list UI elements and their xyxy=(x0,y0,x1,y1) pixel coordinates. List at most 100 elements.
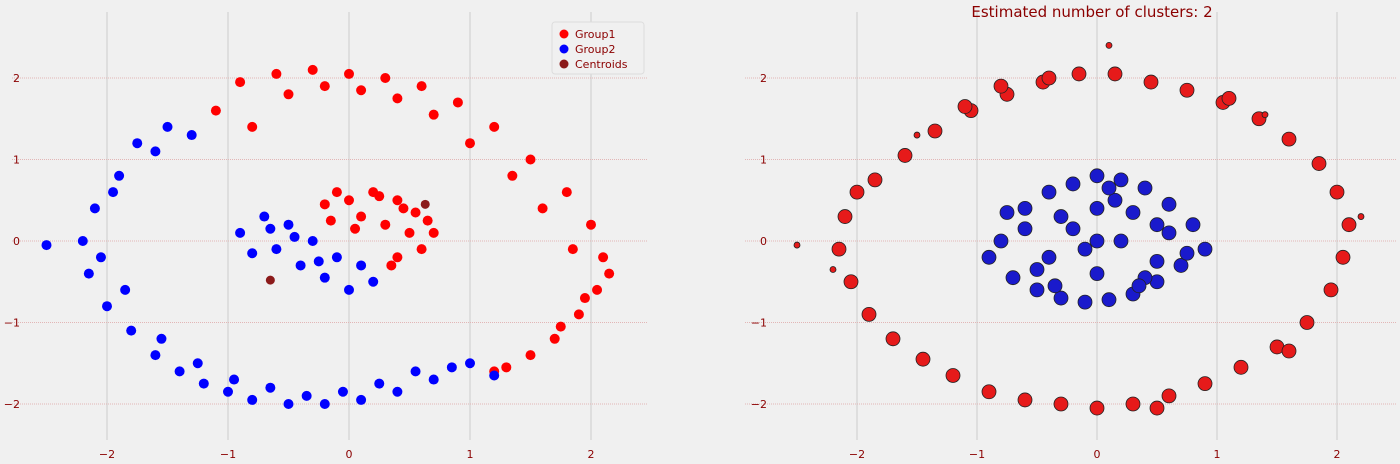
legend-marker xyxy=(559,29,569,39)
group2-point xyxy=(162,121,173,132)
group2-point xyxy=(410,366,421,377)
group2-point xyxy=(295,260,306,271)
y-tick-label: 1 xyxy=(13,154,20,167)
group2-point xyxy=(89,203,100,214)
cluster-1-point xyxy=(1341,217,1357,233)
cluster-1-point xyxy=(1221,90,1237,106)
cluster-2-point xyxy=(1101,292,1117,308)
group1-point xyxy=(465,138,475,149)
group1-point xyxy=(380,73,391,83)
cluster-1-point xyxy=(1233,359,1249,375)
cluster-2-point xyxy=(1017,221,1033,237)
x-tick-label: 1 xyxy=(467,448,474,461)
group1-point xyxy=(380,219,391,230)
cluster-2-point xyxy=(1101,180,1117,196)
group2-point xyxy=(392,386,403,397)
cluster-2-point xyxy=(1161,225,1177,241)
y-tick-label: 1 xyxy=(760,154,767,167)
group1-point xyxy=(319,81,330,92)
cluster-1-point xyxy=(1261,111,1269,119)
group2-point xyxy=(247,394,258,405)
cluster-1-point xyxy=(793,241,801,249)
group1-point xyxy=(428,227,439,238)
group1-point xyxy=(573,309,584,320)
cluster-1-point xyxy=(1311,156,1327,171)
cluster-2-point xyxy=(1041,249,1057,265)
group2-point xyxy=(83,268,94,279)
cluster-1-point xyxy=(1053,396,1069,412)
cluster-2-point xyxy=(1161,196,1177,212)
group1-point xyxy=(210,105,221,116)
y-tick-label: 0 xyxy=(760,235,767,248)
group2-point xyxy=(95,252,106,263)
cluster-2-point xyxy=(1029,262,1045,277)
cluster-1-point xyxy=(1071,66,1087,82)
cluster-1-point xyxy=(1281,343,1297,359)
group2-point xyxy=(102,301,112,312)
group1-point xyxy=(555,321,566,332)
chart-panel-1: −2 −1 0 1 2 −2 −1 0 1 2 xyxy=(4,12,648,461)
cluster-1-point xyxy=(1149,400,1165,416)
cluster-1-point xyxy=(885,331,901,347)
group2-point xyxy=(223,386,233,397)
group1-point xyxy=(374,191,385,202)
y-tick-label: −1 xyxy=(751,317,767,330)
cluster-1-point xyxy=(993,78,1009,94)
cluster-2-point xyxy=(1065,221,1081,237)
y-tick-label: 0 xyxy=(13,235,20,248)
group1-point xyxy=(586,219,596,230)
group2-point xyxy=(356,394,367,405)
y-tick-label: 2 xyxy=(13,72,20,85)
y-tick-label: 2 xyxy=(760,72,767,85)
group1-point xyxy=(561,187,572,198)
legend: Group1 Group2 Centroids xyxy=(551,21,645,75)
group2-point xyxy=(150,350,161,361)
cluster-1-point xyxy=(945,368,961,383)
cluster-1-point xyxy=(1125,396,1141,412)
group2-point xyxy=(150,146,161,157)
group1-point xyxy=(235,77,246,88)
group1-point xyxy=(392,93,403,104)
group1-point xyxy=(416,81,427,92)
cluster-2-point xyxy=(1089,200,1105,216)
x-tick-label: −2 xyxy=(849,448,865,461)
cluster-1-point xyxy=(1041,70,1057,86)
group2-point xyxy=(265,382,276,393)
group2-point xyxy=(174,366,185,377)
group1-point xyxy=(410,207,421,218)
group2-point xyxy=(120,284,131,295)
group1-point xyxy=(579,293,590,304)
cluster-1-point xyxy=(1161,388,1177,404)
centroids-point xyxy=(420,199,430,209)
cluster-1-point xyxy=(1143,74,1159,90)
group1-point xyxy=(386,260,397,271)
y-tick-label: −2 xyxy=(4,398,20,411)
group2-point xyxy=(41,240,52,251)
group1-point xyxy=(537,203,548,214)
group1-point xyxy=(525,154,536,165)
cluster-1-point xyxy=(837,209,853,224)
cluster-2-point xyxy=(1125,205,1141,220)
group2-point xyxy=(229,374,240,385)
group1-point xyxy=(501,362,512,373)
group2-point xyxy=(307,236,318,246)
cluster-1-point xyxy=(843,274,859,290)
group2-point xyxy=(489,370,500,381)
group2-point xyxy=(114,170,125,181)
group2-point xyxy=(331,252,342,263)
group2-point xyxy=(465,358,475,369)
group2-point xyxy=(319,399,330,409)
group1-point xyxy=(489,121,500,132)
cluster-2-point xyxy=(1089,233,1105,249)
cluster-1-point xyxy=(1357,213,1365,220)
cluster-1-point xyxy=(1107,66,1123,82)
group1-point xyxy=(428,109,439,120)
cluster-1-point xyxy=(1281,131,1297,147)
group1-point xyxy=(325,215,336,226)
chart-title: Estimated number of clusters: 2 xyxy=(971,3,1212,21)
cluster-2-point xyxy=(1089,266,1105,282)
cluster-1-point xyxy=(1329,184,1345,200)
cluster-1-point xyxy=(831,241,847,257)
x-tick-label: 0 xyxy=(346,448,353,461)
